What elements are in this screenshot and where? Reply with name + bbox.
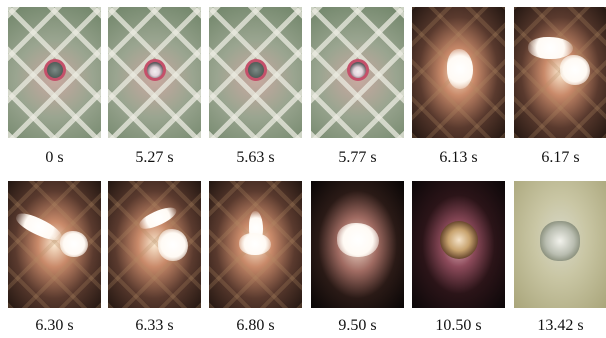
time-label: 0 s bbox=[8, 149, 101, 167]
time-label: 5.77 s bbox=[311, 149, 404, 167]
time-label: 9.50 s bbox=[311, 317, 404, 335]
time-label: 6.33 s bbox=[108, 317, 201, 335]
frame-image bbox=[209, 181, 302, 308]
frame-image bbox=[412, 181, 505, 308]
frame-image bbox=[514, 181, 606, 308]
frame-image bbox=[209, 7, 302, 138]
time-label: 10.50 s bbox=[412, 317, 505, 335]
frame-image bbox=[412, 7, 505, 138]
frame-image bbox=[108, 181, 201, 308]
time-label: 6.80 s bbox=[209, 317, 302, 335]
frame-image bbox=[8, 7, 101, 138]
time-label: 5.63 s bbox=[209, 149, 302, 167]
frame-image bbox=[311, 7, 404, 138]
frame-image bbox=[311, 181, 404, 308]
frame-image bbox=[8, 181, 101, 308]
time-label: 13.42 s bbox=[514, 317, 606, 335]
frame-image bbox=[514, 7, 606, 138]
frame-image bbox=[108, 7, 201, 138]
time-label: 6.17 s bbox=[514, 149, 606, 167]
time-label: 5.27 s bbox=[108, 149, 201, 167]
time-label: 6.13 s bbox=[412, 149, 505, 167]
page: {"frames":[{"label":"0 s"},{"label":"5.2… bbox=[0, 0, 606, 338]
time-label: 6.30 s bbox=[8, 317, 101, 335]
